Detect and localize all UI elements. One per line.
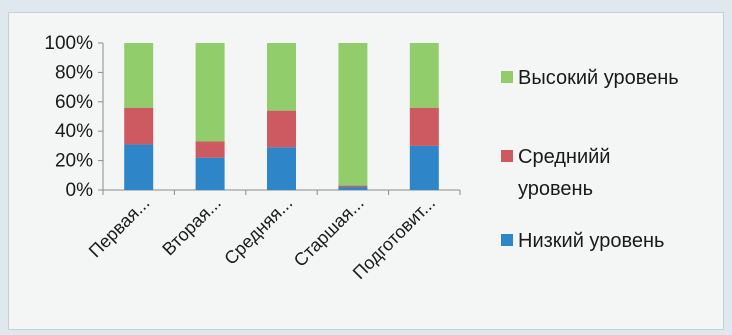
x-category-label: Старшая... [290,193,368,271]
x-category-label: Вторая... [158,193,225,260]
bar-segment [338,187,368,190]
legend-swatch [501,71,513,83]
bar-segment [267,110,296,148]
x-category-label: Первая... [85,193,154,262]
legend-label: Среднийй уровень [518,146,610,200]
bar-segment [195,141,225,158]
bar-segment [124,107,154,145]
bar-segment [195,157,225,190]
x-category-label: Средняя... [220,193,296,269]
bar-segment [267,147,296,190]
bar-segment [409,107,439,146]
legend-swatch [501,234,513,246]
bar-segment [338,43,368,186]
bar-segment [409,145,439,190]
bar-segment [338,185,368,188]
y-tick-label: 100% [44,33,93,54]
y-tick-label: 0% [66,180,94,201]
legend-label: Высокий уровень [518,67,679,89]
bar-segment [195,43,225,142]
y-tick-label: 20% [55,151,93,172]
y-tick-label: 40% [55,121,93,142]
y-tick-label: 80% [55,62,93,83]
legend-swatch [501,150,513,162]
bar-segment [267,43,296,111]
legend-label: Низкий уровень [518,230,664,252]
bar-segment [409,43,439,108]
bar-segment [124,43,154,108]
bar-segment [124,144,154,190]
y-tick-label: 60% [55,92,93,113]
